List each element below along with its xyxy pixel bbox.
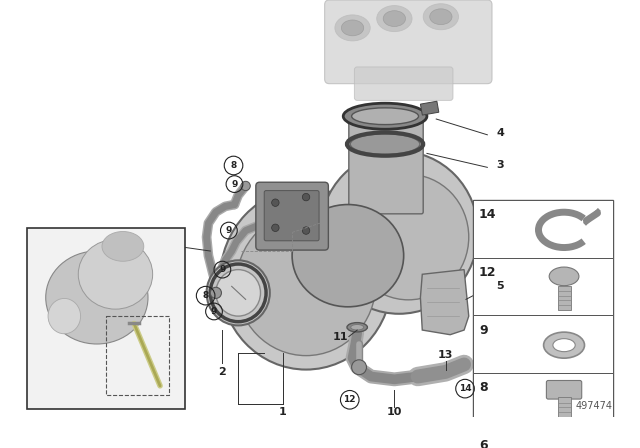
Ellipse shape xyxy=(102,232,144,261)
Bar xyxy=(474,200,613,448)
Circle shape xyxy=(271,224,279,232)
Text: 12: 12 xyxy=(344,395,356,404)
Circle shape xyxy=(302,227,310,234)
Circle shape xyxy=(211,287,221,298)
Circle shape xyxy=(271,199,279,207)
Bar xyxy=(474,431,613,448)
Ellipse shape xyxy=(78,239,153,309)
Ellipse shape xyxy=(348,174,468,300)
Circle shape xyxy=(351,360,367,375)
Ellipse shape xyxy=(48,298,81,334)
Bar xyxy=(474,373,613,431)
Text: 5: 5 xyxy=(497,281,504,291)
Text: 9: 9 xyxy=(226,226,232,235)
Ellipse shape xyxy=(351,324,364,330)
Text: 6: 6 xyxy=(479,439,488,448)
FancyBboxPatch shape xyxy=(256,182,328,250)
Polygon shape xyxy=(420,270,468,335)
Text: 1: 1 xyxy=(279,407,287,417)
Bar xyxy=(474,200,613,258)
Ellipse shape xyxy=(236,211,376,356)
Text: 11: 11 xyxy=(333,332,348,342)
Ellipse shape xyxy=(543,332,584,358)
Text: 7: 7 xyxy=(162,241,170,251)
FancyBboxPatch shape xyxy=(264,190,319,241)
Ellipse shape xyxy=(292,205,404,307)
Text: 14: 14 xyxy=(459,384,471,393)
Bar xyxy=(474,315,613,373)
Text: 4: 4 xyxy=(497,128,504,138)
Ellipse shape xyxy=(350,134,420,154)
Ellipse shape xyxy=(423,4,458,30)
Text: 12: 12 xyxy=(479,266,497,279)
Bar xyxy=(557,397,571,422)
Polygon shape xyxy=(548,440,580,448)
Text: 8: 8 xyxy=(479,381,488,394)
Ellipse shape xyxy=(335,15,370,41)
Text: 9: 9 xyxy=(231,180,237,189)
Text: 2: 2 xyxy=(218,367,227,377)
Ellipse shape xyxy=(549,267,579,286)
Text: 3: 3 xyxy=(497,160,504,171)
Text: 8: 8 xyxy=(230,161,237,170)
Bar xyxy=(27,228,185,409)
Ellipse shape xyxy=(429,9,452,25)
Text: 10: 10 xyxy=(387,407,402,417)
FancyBboxPatch shape xyxy=(349,117,423,214)
FancyBboxPatch shape xyxy=(324,0,492,84)
Circle shape xyxy=(241,181,250,190)
Bar xyxy=(106,316,170,395)
Text: 9: 9 xyxy=(479,323,488,336)
Ellipse shape xyxy=(377,5,412,32)
Bar xyxy=(557,286,571,310)
Text: 497474: 497474 xyxy=(576,401,613,411)
Circle shape xyxy=(302,194,310,201)
Ellipse shape xyxy=(216,270,260,316)
Ellipse shape xyxy=(341,20,364,36)
Ellipse shape xyxy=(348,108,422,134)
Ellipse shape xyxy=(343,103,427,129)
Text: 14: 14 xyxy=(479,208,497,221)
Text: 8: 8 xyxy=(202,291,209,300)
Ellipse shape xyxy=(220,188,392,370)
Text: 9: 9 xyxy=(211,307,217,316)
FancyBboxPatch shape xyxy=(547,380,582,399)
Bar xyxy=(474,258,613,315)
Ellipse shape xyxy=(553,339,575,352)
Ellipse shape xyxy=(347,323,367,332)
Text: 13: 13 xyxy=(438,350,453,360)
Ellipse shape xyxy=(351,108,419,125)
Text: 15: 15 xyxy=(60,344,75,353)
Text: 9: 9 xyxy=(219,265,225,274)
Ellipse shape xyxy=(383,11,406,26)
FancyBboxPatch shape xyxy=(355,67,453,100)
Ellipse shape xyxy=(207,260,270,325)
Ellipse shape xyxy=(45,251,148,344)
Bar xyxy=(420,101,439,115)
Ellipse shape xyxy=(320,151,478,314)
